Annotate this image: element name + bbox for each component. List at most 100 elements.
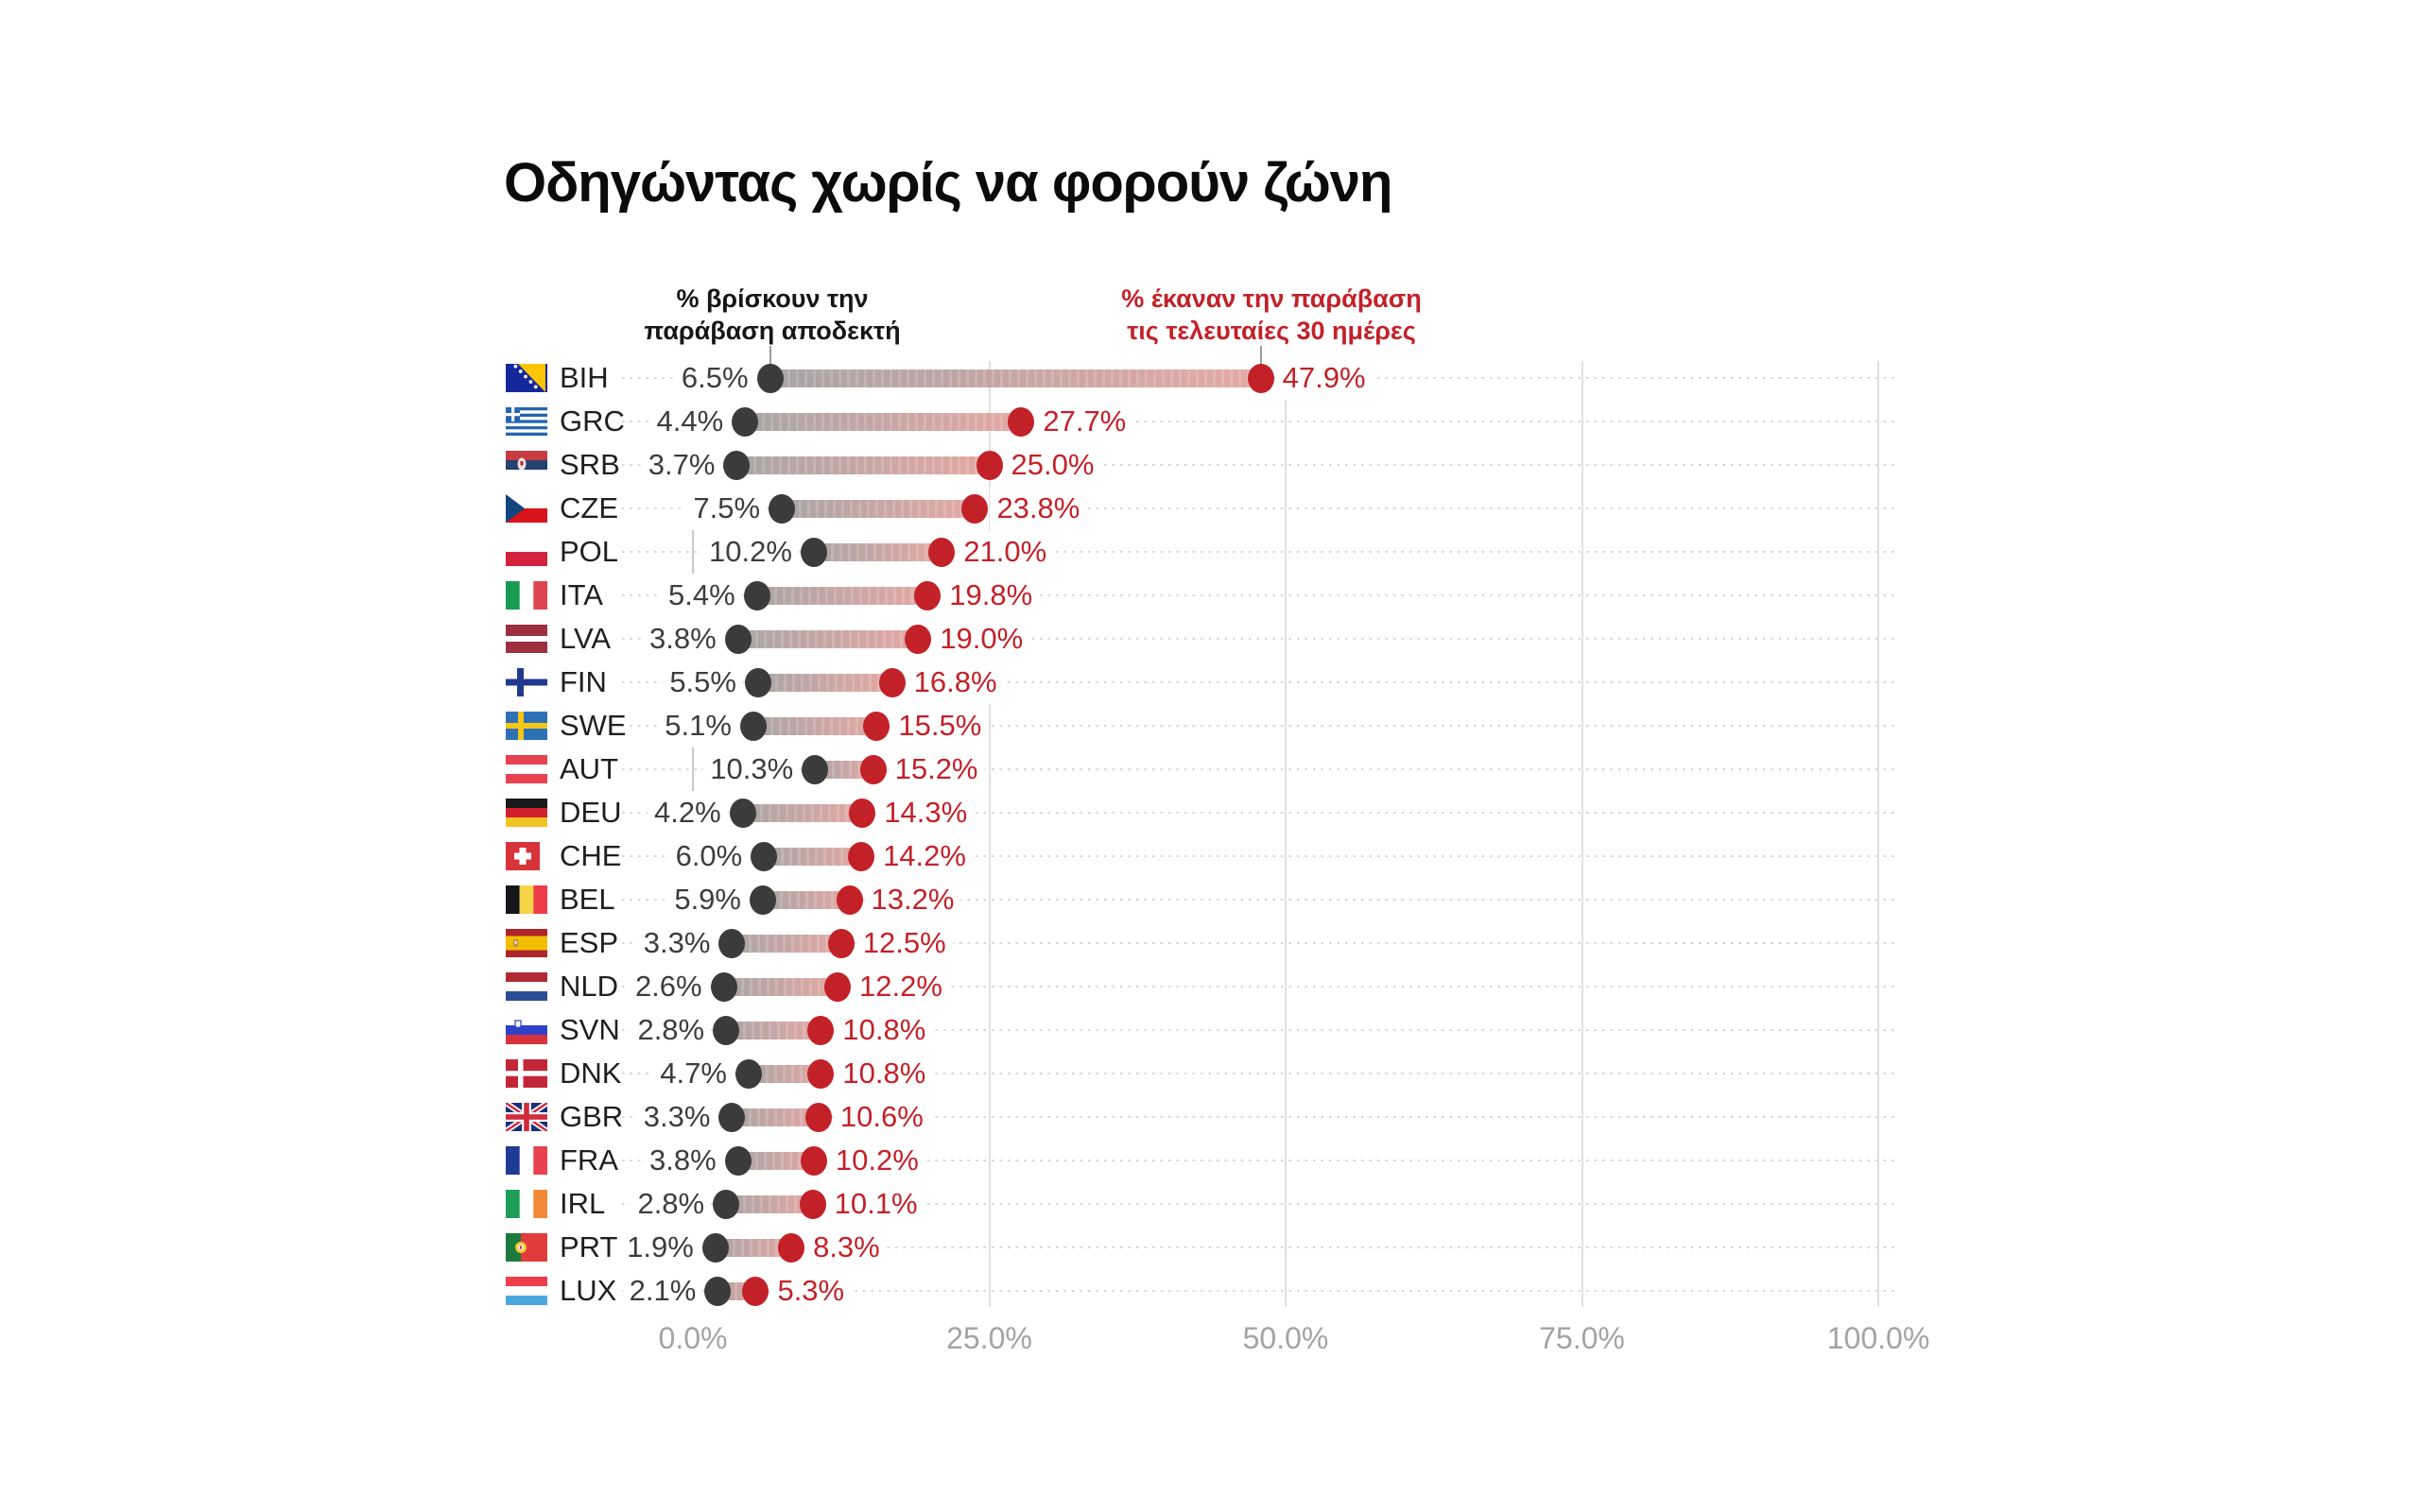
country-code-label: IRL xyxy=(560,1187,606,1220)
violation-dot xyxy=(1247,364,1274,393)
x-gridline-75 xyxy=(1581,361,1583,1307)
violation-value-label: 47.9% xyxy=(1275,356,1373,400)
violation-value-label: 27.7% xyxy=(1036,400,1133,443)
dumbbell-connector xyxy=(737,630,919,648)
dumbbell-connector xyxy=(736,456,990,474)
country-code-label: CHE xyxy=(560,839,622,872)
chart-row-FIN: FIN 5.5% 16.8% xyxy=(0,661,2420,704)
chart-row-LUX: LUX 2.1% 5.3% xyxy=(0,1269,2420,1313)
dumbbell-connector xyxy=(737,1152,814,1170)
violation-value-label: 15.5% xyxy=(891,704,989,747)
acceptable-value-label: 2.8% xyxy=(631,1008,712,1052)
acceptable-dot xyxy=(749,885,776,915)
violation-value-label: 5.3% xyxy=(770,1269,852,1313)
acceptable-dot xyxy=(739,712,767,741)
violation-value-label: 10.1% xyxy=(827,1182,925,1226)
country-code-label: CZE xyxy=(560,491,618,524)
country-code-label: PRT xyxy=(560,1230,618,1263)
acceptable-value-label: 2.8% xyxy=(631,1182,712,1226)
dumbbell-connector xyxy=(769,369,1261,387)
acceptable-dot xyxy=(729,799,756,828)
acceptable-value-label: 6.5% xyxy=(674,356,755,400)
violation-dot xyxy=(807,1059,835,1089)
row-dotted-gridline xyxy=(622,942,1895,944)
acceptable-dot xyxy=(735,1059,762,1089)
acceptable-value-label: 3.3% xyxy=(636,1095,717,1139)
dumbbell-connector xyxy=(782,500,976,518)
x-gridline-50 xyxy=(1285,361,1287,1307)
country-code-label: POL xyxy=(560,535,619,568)
violation-value-label: 19.0% xyxy=(933,617,1030,661)
chart-row-SWE: SWE 5.1% 15.5% xyxy=(0,704,2420,747)
chart-row-GRC: GRC 4.4% 27.7% xyxy=(0,400,2420,443)
country-code-label: NLD xyxy=(560,970,619,1003)
acceptable-dot xyxy=(724,625,752,654)
row-dotted-gridline xyxy=(622,1116,1895,1118)
row-dotted-gridline xyxy=(622,725,1895,727)
country-code-label: GBR xyxy=(560,1100,624,1133)
row-dotted-gridline xyxy=(622,855,1895,857)
chart-row-ITA: ITA 5.4% 19.8% xyxy=(0,574,2420,617)
violation-dot xyxy=(961,494,989,524)
acceptable-value-label: 3.3% xyxy=(636,921,717,965)
bel-flag-icon xyxy=(506,885,547,914)
legend-acceptable-line1: % βρίσκουν την xyxy=(676,284,869,313)
violation-dot xyxy=(799,1190,826,1219)
violation-dot xyxy=(976,451,1003,480)
chart-row-DEU: DEU 4.2% 14.3% xyxy=(0,791,2420,834)
country-code-label: LVA xyxy=(560,622,611,655)
dumbbell-connector xyxy=(732,1108,819,1126)
dumbbell-connector xyxy=(756,587,928,605)
acceptable-dot xyxy=(769,494,796,524)
dumbbell-connector xyxy=(726,1022,821,1040)
country-code-label: BIH xyxy=(560,361,609,394)
acceptable-dot xyxy=(704,1277,732,1306)
dumbbell-connector xyxy=(745,413,1022,431)
row-dotted-gridline xyxy=(622,1160,1895,1161)
violation-value-label: 10.2% xyxy=(828,1139,925,1182)
dumbbell-connector xyxy=(762,891,850,909)
aut-flag-icon xyxy=(506,755,547,783)
acceptable-value-label: 1.9% xyxy=(620,1226,700,1269)
ita-flag-icon xyxy=(506,581,547,610)
country-code-label: FIN xyxy=(560,665,607,698)
violation-dot xyxy=(1008,407,1035,437)
country-code-label: ESP xyxy=(560,926,619,959)
legend-violation-line2: τις τελευταίες 30 ημέρες xyxy=(1127,317,1416,345)
row-dotted-gridline xyxy=(622,899,1895,901)
violation-value-label: 10.8% xyxy=(836,1052,933,1095)
violation-dot xyxy=(859,755,887,784)
acceptable-value-label: 5.5% xyxy=(663,661,743,704)
row-dotted-gridline xyxy=(622,507,1895,509)
row-dotted-gridline xyxy=(622,681,1895,683)
legend-acceptable: % βρίσκουν την παράβαση αποδεκτή xyxy=(644,283,900,347)
dumbbell-connector xyxy=(726,1195,813,1213)
nld-flag-icon xyxy=(506,972,547,1001)
acceptable-dot xyxy=(701,1233,729,1263)
row-dotted-gridline xyxy=(622,1029,1895,1031)
acceptable-value-label: 5.4% xyxy=(662,574,742,617)
dumbbell-connector xyxy=(723,978,838,996)
dumbbell-connector xyxy=(748,1065,821,1083)
row-dotted-gridline xyxy=(622,1203,1895,1205)
acceptable-value-label: 5.1% xyxy=(658,704,738,747)
row-dotted-gridline xyxy=(622,421,1895,422)
country-code-label: GRC xyxy=(560,404,625,438)
chart-row-CZE: CZE 7.5% 23.8% xyxy=(0,487,2420,530)
violation-value-label: 23.8% xyxy=(990,487,1087,530)
x-axis-tick-label: 75.0% xyxy=(1539,1321,1625,1355)
country-code-label: SVN xyxy=(560,1013,620,1046)
chart-row-PRT: PRT 1.9% 8.3% xyxy=(0,1226,2420,1269)
acceptable-dot xyxy=(802,755,829,784)
acceptable-dot xyxy=(723,451,751,480)
x-axis-tick-label: 50.0% xyxy=(1242,1321,1329,1355)
fin-flag-icon xyxy=(506,668,547,696)
violation-value-label: 10.8% xyxy=(836,1008,933,1052)
row-dotted-gridline xyxy=(622,638,1895,640)
country-code-label: FRA xyxy=(560,1143,618,1177)
chart-row-IRL: IRL 2.8% 10.1% xyxy=(0,1182,2420,1226)
violation-value-label: 14.3% xyxy=(877,791,975,834)
violation-value-label: 12.2% xyxy=(852,965,949,1008)
violation-value-label: 16.8% xyxy=(907,661,1004,704)
chart-row-NLD: NLD 2.6% 12.2% xyxy=(0,965,2420,1008)
